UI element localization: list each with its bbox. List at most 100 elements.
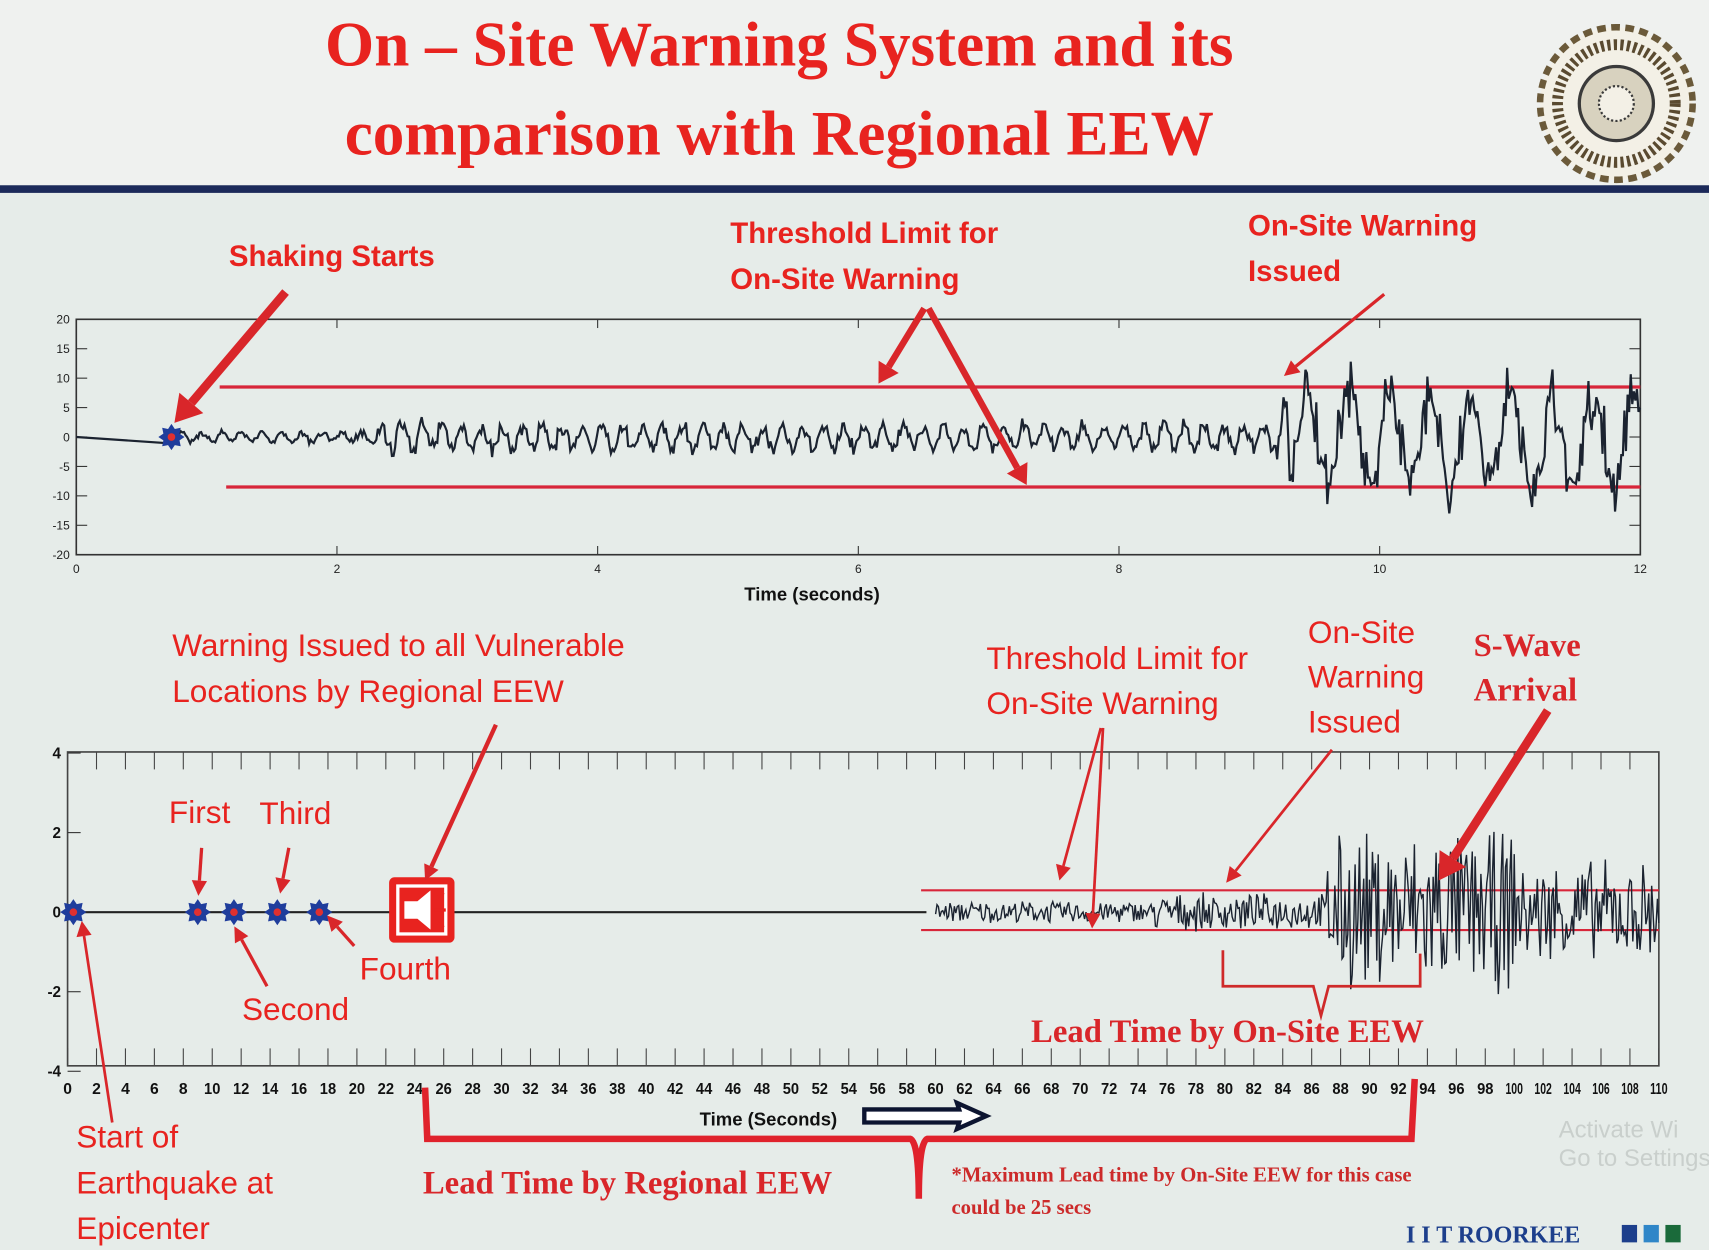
bottom-x-tick-label: 98 — [1477, 1081, 1494, 1098]
bottom-x-tick-label: 86 — [1303, 1081, 1319, 1098]
fourth-station-label: Fourth — [360, 951, 451, 987]
bottom-x-tick-label: 26 — [436, 1081, 452, 1098]
top-plot-frame — [75, 318, 1642, 556]
arrow-shaft — [885, 306, 928, 369]
top-y-tick-label: -15 — [52, 519, 70, 533]
bottom-x-tick-label: 42 — [667, 1081, 683, 1098]
windows-activation-watermark-2: Go to Settings — [1559, 1145, 1709, 1172]
bottom-y-tick-label: -4 — [47, 1064, 61, 1081]
top-threshold-label-1: Threshold Limit for — [730, 217, 998, 250]
bottom-seismogram-chart: 420-2-40 2 4 6 8 10 12 14 16 18 20 22 24 26 28 30 32 34 36… — [47, 746, 1668, 1134]
arrow-shaft — [925, 306, 1021, 470]
institute-logo — [1536, 23, 1696, 184]
bottom-x-tick-label: 60 — [927, 1081, 943, 1098]
time-direction-arrow-icon — [862, 1098, 992, 1134]
shaking-starts-arrow — [174, 289, 289, 423]
bottom-x-tick-label: 72 — [1101, 1081, 1117, 1098]
bottom-x-tick-label: 30 — [493, 1081, 509, 1098]
top-x-tick-label: 0 — [73, 562, 80, 576]
bottom-y-tick-label: 0 — [53, 905, 61, 922]
bottom-x-tick-label: 106 — [1592, 1081, 1609, 1098]
bottom-x-tick-label: 20 — [349, 1081, 365, 1098]
marker-center — [273, 908, 282, 916]
windows-activation-watermark-1: Activate Wi — [1559, 1117, 1679, 1144]
first-station-arrow — [191, 847, 208, 896]
footnote-line-2: could be 25 secs — [952, 1197, 1092, 1219]
bottom-x-tick-label: 88 — [1332, 1081, 1349, 1098]
bottom-x-tick-label: 80 — [1217, 1081, 1233, 1098]
bottom-x-tick-label: 44 — [696, 1081, 713, 1098]
second-station-arrow — [234, 926, 269, 988]
bottom-onsite-label-2: Warning — [1308, 659, 1424, 695]
bottom-x-tick-label: 70 — [1072, 1081, 1088, 1098]
arrow-shaft — [1449, 708, 1552, 861]
top-y-tick-label: 5 — [63, 401, 70, 415]
top-x-tick-label: 6 — [855, 562, 862, 576]
bottom-x-tick-label: 100 — [1505, 1081, 1522, 1098]
bottom-x-tick-label: 78 — [1188, 1081, 1205, 1098]
arrow-shaft — [1091, 727, 1105, 914]
onsite-lead-time-bracket — [1221, 950, 1422, 1022]
top-y-tick-label: -10 — [52, 489, 70, 503]
marker-center — [167, 433, 176, 441]
shaking-starts-label: Shaking Starts — [229, 240, 435, 273]
header-rule — [0, 185, 1709, 193]
bottom-y-tick-label: 4 — [53, 746, 62, 763]
bottom-onsite-warning-arrow — [1226, 748, 1333, 883]
bottom-x-tick-label: 2 — [92, 1081, 101, 1098]
epicenter-label-1: Start of — [76, 1119, 178, 1155]
top-x-tick-label: 8 — [1116, 562, 1123, 576]
bottom-x-tick-label: 74 — [1130, 1081, 1147, 1098]
bottom-y-tick-label: -2 — [47, 984, 61, 1001]
bottom-x-tick-label: 48 — [754, 1081, 771, 1098]
bottom-x-tick-label: 102 — [1534, 1081, 1551, 1098]
arrow-head-icon — [1006, 462, 1028, 485]
bottom-x-tick-label: 12 — [233, 1081, 249, 1098]
top-onsite-label-2: Issued — [1248, 255, 1341, 288]
siren-warning-icon — [389, 877, 455, 943]
bottom-x-axis-label: Time (Seconds) — [700, 1109, 838, 1130]
top-threshold-arrow-upper — [878, 306, 928, 384]
bottom-onsite-label-3: Issued — [1308, 703, 1401, 739]
top-threshold-label-2: On-Site Warning — [730, 263, 959, 296]
top-x-tick-label: 10 — [1373, 562, 1387, 576]
bottom-x-tick-label: 58 — [898, 1081, 915, 1098]
bottom-x-tick-label: 66 — [1014, 1081, 1030, 1098]
regional-lead-time-bracket — [421, 1078, 1418, 1199]
arrow-head-icon — [1226, 866, 1242, 883]
bottom-x-tick-label: 76 — [1159, 1081, 1175, 1098]
bottom-x-tick-label: 6 — [150, 1081, 159, 1098]
top-x-tick-label: 12 — [1634, 562, 1648, 576]
bottom-y-tick-label: 2 — [53, 825, 61, 842]
bottom-threshold-label-2: On-Site Warning — [986, 685, 1218, 721]
bottom-waveform-line — [934, 831, 1660, 995]
lead-time-onsite-label: Lead Time by On-Site EEW — [1031, 1014, 1424, 1050]
arrow-head-icon — [1283, 360, 1301, 376]
top-onsite-warning-arrow — [1283, 292, 1386, 376]
arrow-shaft — [1294, 292, 1386, 368]
fourth-station-arrow — [326, 915, 356, 948]
bottom-x-tick-label: 46 — [725, 1081, 741, 1098]
arrow-shaft — [281, 847, 291, 879]
second-station-label: Second — [242, 991, 349, 1027]
bottom-x-tick-label: 54 — [841, 1081, 858, 1098]
station-marker — [220, 899, 248, 926]
bottom-x-tick-label: 104 — [1563, 1081, 1581, 1098]
bottom-x-tick-label: 50 — [783, 1081, 799, 1098]
bottom-threshold-arrow-upper — [1056, 727, 1103, 881]
title-line-2: comparison with Regional EEW — [345, 99, 1214, 169]
bottom-x-tick-label: 82 — [1246, 1081, 1262, 1098]
arrow-head-icon — [424, 863, 439, 881]
first-station-label: First — [169, 794, 231, 830]
bottom-x-tick-label: 10 — [204, 1081, 220, 1098]
bottom-x-tick-label: 64 — [985, 1081, 1002, 1098]
brand-square-1 — [1621, 1224, 1638, 1243]
arrow-shaft — [1062, 727, 1103, 867]
bottom-threshold-label-1: Threshold Limit for — [986, 640, 1248, 676]
header-band — [0, 0, 1709, 186]
bottom-onsite-label-1: On-Site — [1308, 614, 1415, 650]
bottom-x-tick-label: 36 — [580, 1081, 596, 1098]
top-y-tick-label: 15 — [56, 342, 70, 356]
